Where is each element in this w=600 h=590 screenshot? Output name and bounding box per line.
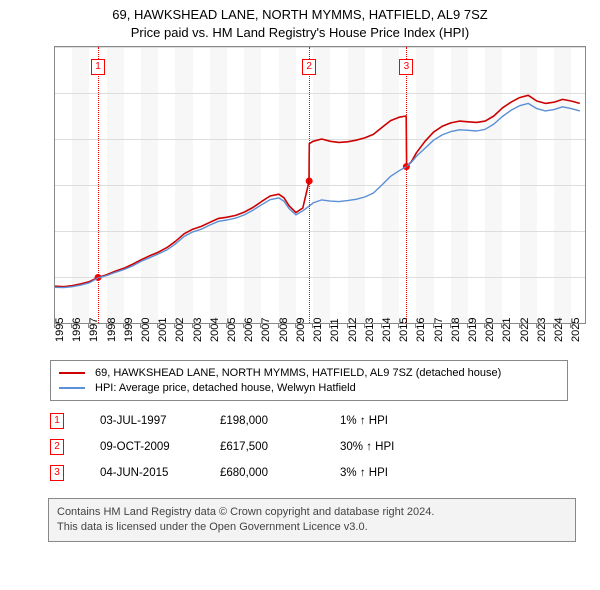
x-axis-labels: 1995199619971998199920002001200220032004… (54, 324, 584, 354)
footer-note: Contains HM Land Registry data © Crown c… (48, 498, 576, 542)
legend-label: 69, HAWKSHEAD LANE, NORTH MYMMS, HATFIEL… (95, 367, 501, 379)
x-tick-label: 2021 (501, 318, 513, 342)
legend-swatch (59, 372, 85, 374)
legend-swatch (59, 387, 85, 389)
x-tick-label: 1998 (106, 318, 118, 342)
plot-area: 1 2 3 (54, 46, 586, 324)
x-tick-label: 2006 (243, 318, 255, 342)
x-tick-label: 2007 (260, 318, 272, 342)
footer-line1: Contains HM Land Registry data © Crown c… (57, 505, 567, 520)
x-tick-label: 2005 (226, 318, 238, 342)
x-tick-label: 2010 (312, 318, 324, 342)
marker-badge: 2 (302, 59, 316, 75)
transaction-marker: 2 (50, 439, 64, 455)
transaction-price: £198,000 (220, 415, 340, 427)
transaction-date: 09-OCT-2009 (100, 441, 220, 453)
transaction-pct: 1% ↑ HPI (340, 415, 460, 427)
chart-area: £0£200K£400K£600K£800K£1M£1.2M 123 19951… (10, 46, 590, 350)
title-line1: 69, HAWKSHEAD LANE, NORTH MYMMS, HATFIEL… (0, 6, 600, 24)
x-tick-label: 2009 (295, 318, 307, 342)
x-tick-label: 1999 (123, 318, 135, 342)
x-tick-label: 2019 (467, 318, 479, 342)
marker-badge: 3 (399, 59, 413, 75)
x-tick-label: 2008 (278, 318, 290, 342)
transaction-pct: 30% ↑ HPI (340, 441, 460, 453)
transaction-marker: 3 (50, 465, 64, 481)
x-tick-label: 2000 (140, 318, 152, 342)
x-tick-label: 2018 (450, 318, 462, 342)
transaction-price: £680,000 (220, 467, 340, 479)
x-tick-label: 2020 (484, 318, 496, 342)
x-tick-label: 2011 (329, 318, 341, 342)
title-line2: Price paid vs. HM Land Registry's House … (0, 24, 600, 42)
x-tick-label: 2012 (347, 318, 359, 342)
marker-badge: 1 (91, 59, 105, 75)
series-property (55, 95, 580, 286)
transaction-row: 1 03-JUL-1997£198,0001% ↑ HPI (50, 408, 550, 434)
x-tick-label: 2014 (381, 318, 393, 342)
x-tick-label: 2017 (433, 318, 445, 342)
transaction-price: £617,500 (220, 441, 340, 453)
x-tick-label: 2024 (553, 318, 565, 342)
x-tick-label: 2013 (364, 318, 376, 342)
x-tick-label: 2001 (157, 318, 169, 342)
x-tick-label: 1995 (54, 318, 66, 342)
y-axis-labels: £0£200K£400K£600K£800K£1M£1.2M (10, 46, 54, 322)
legend-item: 69, HAWKSHEAD LANE, NORTH MYMMS, HATFIEL… (59, 365, 559, 380)
series-hpi (55, 103, 580, 287)
x-tick-label: 2023 (536, 318, 548, 342)
transaction-row: 2 09-OCT-2009£617,50030% ↑ HPI (50, 434, 550, 460)
x-tick-label: 2002 (174, 318, 186, 342)
transactions-table: 1 03-JUL-1997£198,0001% ↑ HPI 2 09-OCT-2009… (50, 408, 550, 486)
x-tick-label: 2022 (519, 318, 531, 342)
x-tick-label: 1996 (71, 318, 83, 342)
x-tick-label: 2015 (398, 318, 410, 342)
legend-item: HPI: Average price, detached house, Welw… (59, 380, 559, 395)
marker-line (98, 47, 99, 323)
transaction-marker: 1 (50, 413, 64, 429)
marker-line (406, 47, 407, 323)
chart-title: 69, HAWKSHEAD LANE, NORTH MYMMS, HATFIEL… (0, 0, 600, 41)
plot-svg (55, 47, 585, 323)
transaction-date: 03-JUL-1997 (100, 415, 220, 427)
x-tick-label: 1997 (88, 318, 100, 342)
x-tick-label: 2003 (192, 318, 204, 342)
transaction-pct: 3% ↑ HPI (340, 467, 460, 479)
transaction-row: 3 04-JUN-2015£680,0003% ↑ HPI (50, 460, 550, 486)
x-tick-label: 2016 (415, 318, 427, 342)
legend: 69, HAWKSHEAD LANE, NORTH MYMMS, HATFIEL… (50, 360, 568, 401)
footer-line2: This data is licensed under the Open Gov… (57, 520, 567, 535)
x-tick-label: 2025 (570, 318, 582, 342)
legend-label: HPI: Average price, detached house, Welw… (95, 382, 356, 394)
x-tick-label: 2004 (209, 318, 221, 342)
marker-line (309, 47, 310, 323)
transaction-date: 04-JUN-2015 (100, 467, 220, 479)
